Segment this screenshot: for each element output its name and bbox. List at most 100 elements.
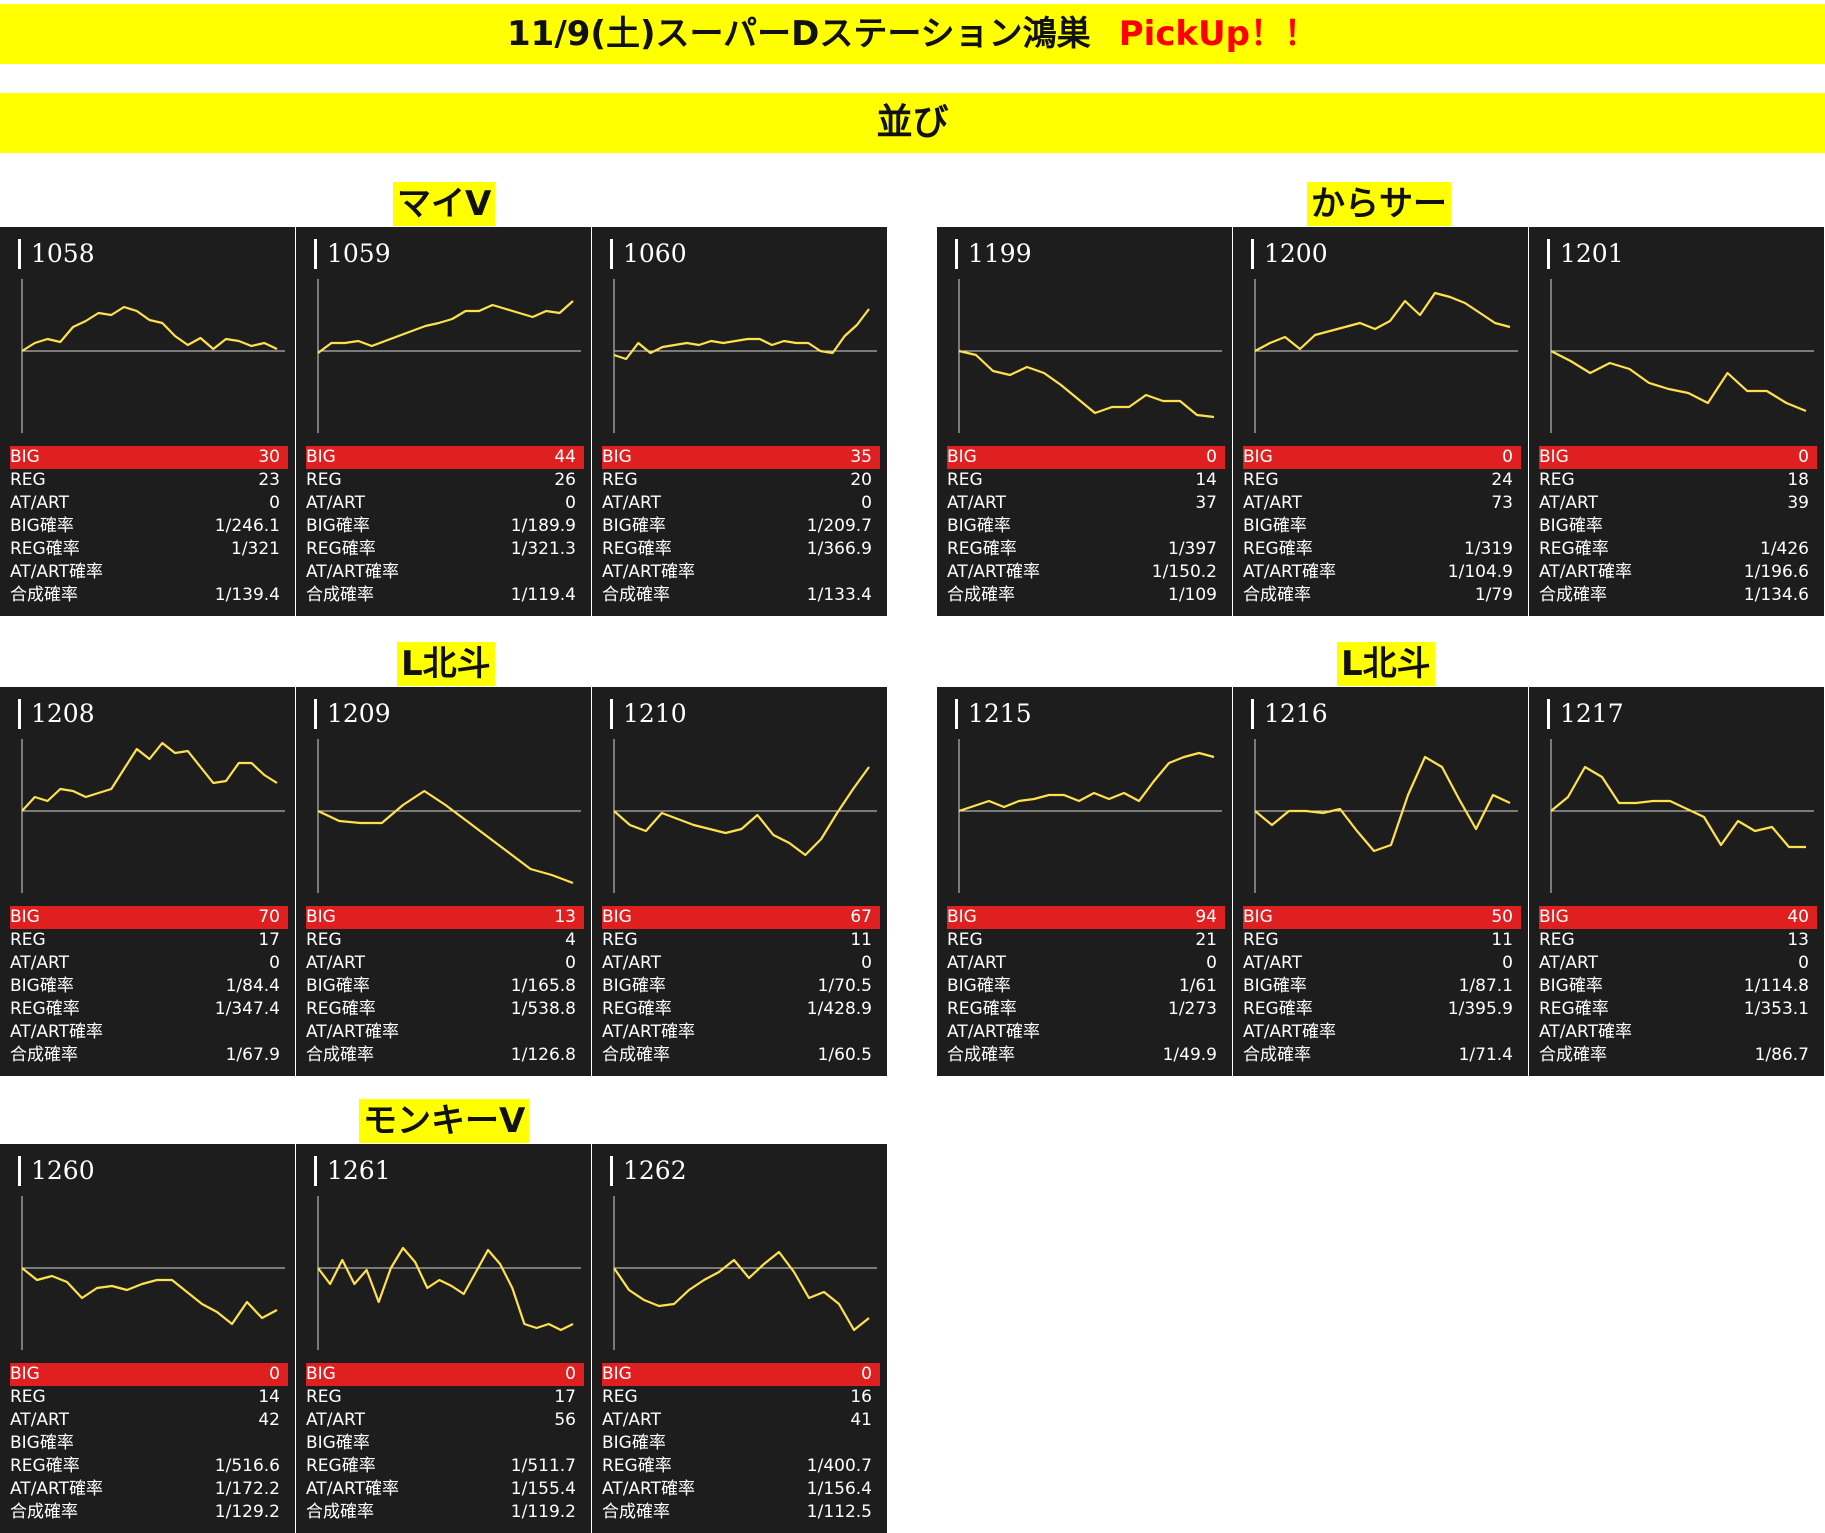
stat-label: BIG [947,907,977,927]
stat-value: 4 [565,930,576,950]
stat-value: 23 [258,470,280,490]
slump-line [21,305,278,352]
stat-row: BIG 0 [1243,446,1521,469]
stat-row: AT/ART確率 [306,561,584,584]
stat-label: REG [10,1387,46,1407]
stat-value: 26 [554,470,576,490]
stat-label: BIG確率 [1539,516,1603,536]
slump-line [1550,765,1806,849]
stat-label: 合成確率 [1539,585,1607,605]
stat-row: REG 18 [1539,469,1817,492]
stat-value: 0 [565,953,576,973]
stat-label: 合成確率 [306,585,374,605]
stat-value: 1/366.9 [806,539,872,559]
stat-row: AT/ART確率 [602,1021,880,1044]
machine-panel: 1216 BIG 50 REG 11 AT/ART 0 BIG確率 1/87.1 REG確率 1/3… [1233,687,1528,1076]
stat-label: 合成確率 [947,585,1015,605]
stat-value: 1/61 [1178,976,1217,996]
stat-row: BIG確率 [602,1432,880,1455]
machine-panel: 1200 BIG 0 REG 24 AT/ART 73 BIG確率 REG確率 1/319 AT/A… [1233,227,1528,616]
stat-row: REG確率 1/511.7 [306,1455,584,1478]
machine-panel: 1217 BIG 40 REG 13 AT/ART 0 BIG確率 1/114.8 REG確率 1/… [1529,687,1824,1076]
slump-line [958,751,1215,813]
section-banner: 並び [0,93,1825,153]
stat-row: REG 11 [602,929,880,952]
stats-table: BIG 30 REG 23 AT/ART 0 BIG確率 1/246.1 REG確率 1/321 A… [10,446,288,607]
stats-table: BIG 50 REG 11 AT/ART 0 BIG確率 1/87.1 REG確率 1/395.9… [1243,906,1521,1067]
slump-graph [613,739,877,893]
stat-label: REG [10,470,46,490]
stat-row: REG確率 1/400.7 [602,1455,880,1478]
stat-value: 35 [850,447,872,467]
stats-table: BIG 13 REG 4 AT/ART 0 BIG確率 1/165.8 REG確率 1/538.8… [306,906,584,1067]
stat-label: REG [306,1387,342,1407]
stat-label: BIG [602,447,632,467]
stat-label: 合成確率 [10,1045,78,1065]
stat-value: 1/426 [1760,539,1809,559]
stat-row: REG 17 [306,1386,584,1409]
stat-label: BIG確率 [1243,516,1307,536]
stat-value: 40 [1787,907,1809,927]
stat-value: 1/79 [1474,585,1513,605]
machine-number: 1209 [314,699,391,729]
stat-value: 11 [850,930,872,950]
stat-label: BIG確率 [10,976,74,996]
machine-panel: 1058 BIG 30 REG 23 AT/ART 0 BIG確率 1/246.1 REG確率 1/… [0,227,295,616]
group-label: からサー [1307,182,1451,226]
stats-table: BIG 0 REG 24 AT/ART 73 BIG確率 REG確率 1/319 AT/ART確率… [1243,446,1521,607]
stats-table: BIG 70 REG 17 AT/ART 0 BIG確率 1/84.4 REG確率 1/347.4… [10,906,288,1067]
stat-label: AT/ART [1539,493,1599,513]
stat-value: 1/114.8 [1743,976,1809,996]
stat-label: BIG [602,1364,632,1384]
machine-panel: 1260 BIG 0 REG 14 AT/ART 42 BIG確率 REG確率 1/516.6 AT… [0,1144,295,1533]
stat-row: BIG確率 1/165.8 [306,975,584,998]
stat-label: AT/ART確率 [1539,562,1633,582]
panel-row: 1199 BIG 0 REG 14 AT/ART 37 BIG確率 REG確率 1/397 AT/A… [937,227,1824,616]
stat-row: AT/ART 0 [10,952,288,975]
stat-label: 合成確率 [306,1045,374,1065]
stat-label: AT/ART [602,493,662,513]
stats-table: BIG 40 REG 13 AT/ART 0 BIG確率 1/114.8 REG確率 1/353.… [1539,906,1817,1067]
stat-row: AT/ART 0 [10,492,288,515]
stat-row: BIG確率 1/189.9 [306,515,584,538]
slump-line [613,308,870,361]
stat-label: 合成確率 [602,585,670,605]
slump-graph [317,739,581,893]
stat-label: BIG確率 [306,976,370,996]
stat-label: 合成確率 [1243,1045,1311,1065]
stat-value: 1/165.8 [510,976,576,996]
slump-graph [1550,739,1814,893]
stat-row: AT/ART確率 1/104.9 [1243,561,1521,584]
stat-value: 1/104.9 [1447,562,1513,582]
slump-line [1254,291,1511,352]
stat-row: AT/ART確率 1/150.2 [947,561,1225,584]
stat-row: AT/ART 0 [306,492,584,515]
stat-value: 0 [269,493,280,513]
stat-label: AT/ART確率 [1243,562,1337,582]
stat-label: AT/ART確率 [1243,1022,1337,1042]
stat-row: BIG 0 [602,1363,880,1386]
stat-label: BIG確率 [602,976,666,996]
stat-label: REG確率 [306,1456,376,1476]
page-title: 11/9(土)スーパーDステーション鴻巣 [507,14,1091,54]
stats-table: BIG 0 REG 14 AT/ART 37 BIG確率 REG確率 1/397 AT/ART確率… [947,446,1225,607]
stat-value: 0 [269,1364,280,1384]
stat-label: AT/ART確率 [10,562,104,582]
panel-row: 1208 BIG 70 REG 17 AT/ART 0 BIG確率 1/84.4 REG確率 1/3… [0,687,887,1076]
stat-label: AT/ART確率 [306,562,400,582]
stat-label: REG [1539,470,1575,490]
stat-value: 56 [554,1410,576,1430]
stat-row: REG確率 1/538.8 [306,998,584,1021]
stat-value: 1/319 [1464,539,1513,559]
slump-line [317,789,574,885]
stat-label: BIG [1243,447,1273,467]
stat-value: 1/353.1 [1743,999,1809,1019]
stat-row: REG確率 1/347.4 [10,998,288,1021]
stat-row: AT/ART 56 [306,1409,584,1432]
stat-label: REG確率 [10,1456,80,1476]
slump-graph [1550,279,1814,433]
stat-row: 合成確率 1/129.2 [10,1501,288,1524]
stat-label: BIG [1539,447,1569,467]
stat-value: 0 [1206,953,1217,973]
stat-value: 1/60.5 [817,1045,872,1065]
